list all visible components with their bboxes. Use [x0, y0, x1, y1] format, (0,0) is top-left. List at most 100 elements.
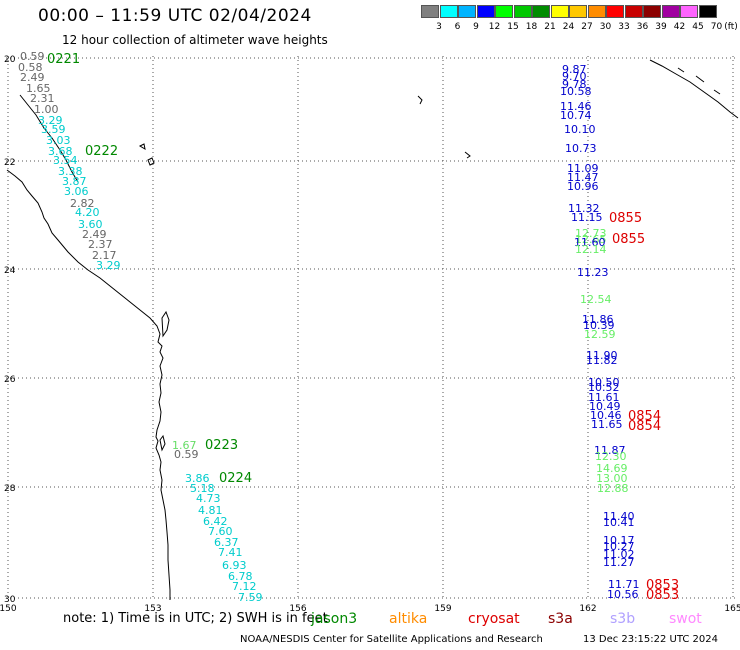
- wave-height-value: 3.29: [38, 114, 63, 127]
- latitude-label: 22: [4, 158, 15, 168]
- wave-height-value: 11.82: [586, 354, 618, 367]
- pass-time-label: 0853: [646, 578, 679, 593]
- legend-swatch: [495, 5, 513, 18]
- legend-swatch: [550, 5, 569, 18]
- wave-height-value: 10.46: [590, 409, 622, 422]
- legend-swatch: [421, 5, 439, 18]
- wave-height-value: 12.30: [595, 450, 627, 463]
- measurement-labels: 0.590.582.491.652.311.003.293.593.033.68…: [18, 50, 679, 604]
- wave-height-value: 3.29: [96, 259, 121, 272]
- wave-height-value: 11.60: [574, 236, 606, 249]
- australia-coastline: [6, 169, 171, 600]
- wave-height-value: 2.31: [30, 92, 55, 105]
- latitude-label: 30: [4, 595, 16, 605]
- moreton-island: [159, 434, 166, 452]
- legend-label: 33: [618, 22, 630, 32]
- wave-height-value: 11.27: [603, 556, 635, 569]
- footer-timestamp: 13 Dec 23:15:22 UTC 2024: [583, 634, 718, 645]
- wave-height-value: 0.59: [174, 448, 199, 461]
- wave-height-value: 12.54: [580, 293, 612, 306]
- pass-time-label: 0221: [47, 52, 80, 67]
- legend-swatch: [532, 5, 550, 18]
- latitude-label: 28: [4, 484, 16, 494]
- longitude-label: 153: [144, 604, 161, 614]
- wave-height-value: 10.58: [560, 85, 592, 98]
- longitude-label: 150: [0, 604, 17, 614]
- color-legend: 3 6 9 12 15 18 21 24 27 30 33 36 39 42 45 70 (ft): [421, 5, 738, 37]
- legend-unit: (ft): [724, 22, 738, 32]
- wave-height-value: 14.69: [596, 462, 628, 475]
- wave-height-value: 3.60: [78, 218, 103, 231]
- legend-label: 45: [692, 22, 704, 32]
- wave-height-value: 10.56: [607, 588, 639, 601]
- satellite-name: s3a: [548, 611, 573, 627]
- legend-label: 39: [655, 22, 667, 32]
- wave-height-value: 3.68: [48, 145, 73, 158]
- wave-height-value: 11.61: [588, 391, 620, 404]
- wave-height-value: 10.74: [560, 109, 592, 122]
- wave-height-value: 11.71: [608, 578, 640, 591]
- wave-height-value: 2.17: [92, 249, 117, 262]
- wave-height-value: 1.67: [172, 439, 197, 452]
- wave-height-value: 4.81: [198, 504, 223, 517]
- wave-height-value: 12.59: [584, 328, 616, 341]
- wave-height-value: 10.50: [588, 376, 620, 389]
- wave-height-value: 10.52: [588, 381, 620, 394]
- wave-height-value: 1.65: [26, 82, 51, 95]
- pass-time-label: 0854: [628, 409, 661, 424]
- legend-label: 30: [599, 22, 612, 32]
- latitude-label: 20: [4, 55, 16, 65]
- wave-height-value: 10.49: [589, 400, 621, 413]
- satellite-name: jason3: [311, 611, 358, 627]
- footer-note: note: 1) Time is in UTC; 2) SWH is in fe…: [63, 611, 328, 626]
- wave-height-value: 11.87: [594, 444, 626, 457]
- wave-height-value: 2.49: [82, 228, 107, 241]
- wave-height-value: 3.38: [58, 165, 83, 178]
- wave-height-value: 2.37: [88, 238, 113, 251]
- legend-swatch: [587, 5, 606, 18]
- pass-time-label: 0222: [85, 144, 118, 159]
- legend-label: 27: [581, 22, 593, 32]
- coastline: [6, 59, 739, 600]
- wave-height-value: 7.12: [232, 580, 257, 593]
- legend-swatch: [680, 5, 698, 18]
- longitude-label: 165: [724, 604, 740, 614]
- wave-height-value: 11.86: [582, 313, 614, 326]
- new-caledonia: [649, 59, 739, 119]
- wave-height-value: 7.60: [208, 525, 233, 538]
- fraser-island: [161, 310, 170, 338]
- legend-label: 18: [525, 22, 538, 32]
- wave-height-value: 11.40: [603, 510, 635, 523]
- wave-height-value: 3.54: [53, 154, 78, 167]
- wave-height-value: 5.18: [190, 482, 215, 495]
- wave-height-value: 10.39: [583, 319, 615, 332]
- legend-swatch: [643, 5, 661, 18]
- wave-height-value: 10.27: [603, 540, 635, 553]
- wave-height-value: 7.41: [218, 546, 243, 559]
- page-subtitle: 12 hour collection of altimeter wave hei…: [62, 33, 328, 47]
- satellite-name: altika: [389, 611, 428, 627]
- legend-swatch: [698, 5, 717, 18]
- wave-height-value: 11.15: [571, 211, 603, 224]
- wave-height-value: 6.93: [222, 559, 247, 572]
- longitude-label: 159: [434, 604, 451, 614]
- map-grid: 150 153 156 159 162 165 20 22 24 26 28 30: [0, 55, 740, 614]
- legend-label: 12: [488, 22, 501, 32]
- wave-height-value: 10.10: [564, 123, 596, 136]
- wave-height-value: 11.90: [586, 349, 618, 362]
- wave-height-value: 11.32: [568, 202, 600, 215]
- wave-height-value: 4.73: [196, 492, 221, 505]
- wave-height-value: 11.23: [577, 266, 609, 279]
- page-title: 00:00 – 11:59 UTC 02/04/2024: [38, 6, 312, 26]
- wave-height-value: 6.37: [214, 536, 239, 549]
- legend-swatch: [513, 5, 532, 18]
- legend-label: 9: [473, 22, 479, 32]
- pass-time-label: 0223: [205, 438, 238, 453]
- wave-height-value: 10.96: [567, 180, 599, 193]
- wave-height-value: 3.59: [41, 123, 66, 136]
- legend-label: 15: [507, 22, 519, 32]
- legend-label: 42: [673, 22, 686, 32]
- cape-york-coast: [19, 94, 79, 183]
- legend-label: 36: [636, 22, 649, 32]
- wave-height-value: 0.59: [20, 50, 45, 63]
